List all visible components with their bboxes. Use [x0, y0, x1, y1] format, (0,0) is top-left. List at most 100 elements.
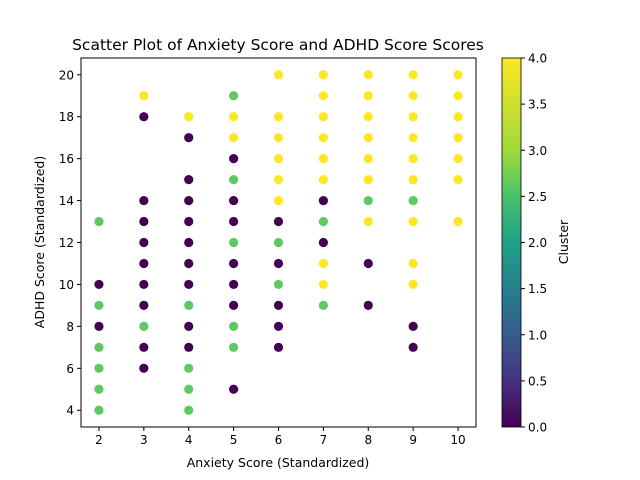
x-tick-label: 4	[185, 433, 193, 447]
scatter-point	[273, 279, 284, 290]
scatter-point	[184, 133, 194, 143]
colorbar-tick-label: 3.5	[528, 98, 547, 112]
scatter-point	[229, 258, 239, 269]
scatter-point	[363, 175, 373, 185]
colorbar-tick-label: 1.5	[528, 282, 547, 296]
scatter-point	[184, 300, 194, 310]
x-tick-label: 8	[364, 433, 372, 447]
colorbar-tick-label: 0.0	[528, 421, 547, 435]
scatter-point	[408, 154, 418, 164]
scatter-point	[453, 91, 463, 101]
scatter-point	[273, 300, 284, 310]
scatter-point	[273, 112, 284, 122]
scatter-point	[94, 321, 104, 331]
scatter-point	[273, 321, 284, 331]
scatter-point	[229, 133, 239, 143]
x-tick-label: 6	[275, 433, 283, 447]
scatter-point	[318, 300, 328, 310]
scatter-point	[408, 91, 418, 101]
scatter-point	[229, 384, 239, 394]
x-tick-label: 2	[95, 433, 103, 447]
scatter-point	[273, 154, 284, 164]
scatter-point	[453, 154, 463, 164]
plot-frame	[80, 57, 477, 428]
scatter-point	[273, 175, 284, 185]
y-tick-label: 6	[66, 362, 74, 376]
scatter-point	[273, 70, 284, 80]
scatter-point	[318, 154, 328, 164]
scatter-point	[318, 258, 328, 269]
scatter-point	[229, 300, 239, 310]
scatter-point	[408, 195, 418, 206]
colorbar-tick-label: 3.0	[528, 144, 547, 158]
scatter-point	[363, 133, 373, 143]
colorbar-tick-label: 4.0	[528, 52, 547, 66]
points-layer	[94, 70, 463, 415]
scatter-point	[139, 363, 149, 373]
scatter-point	[184, 342, 194, 352]
scatter-point	[363, 258, 373, 269]
x-tick-label: 3	[140, 433, 148, 447]
scatter-point	[318, 195, 328, 206]
scatter-point	[229, 91, 239, 101]
y-tick-label: 16	[59, 152, 74, 166]
scatter-point	[318, 175, 328, 185]
y-tick-label: 4	[66, 404, 74, 418]
y-tick-label: 12	[59, 236, 74, 250]
y-axis-label: ADHD Score (Standardized)	[32, 156, 47, 328]
scatter-point	[94, 363, 104, 373]
scatter-point	[273, 216, 284, 227]
y-tick-label: 8	[66, 320, 74, 334]
scatter-point	[139, 300, 149, 310]
y-axis-ticks: 4 6 8 10 12 14 16 18 20	[59, 68, 81, 418]
scatter-point	[139, 279, 149, 290]
scatter-point	[229, 112, 239, 122]
scatter-point	[318, 237, 328, 248]
x-tick-label: 10	[450, 433, 465, 447]
y-tick-label: 10	[59, 278, 74, 292]
colorbar-ticks: 0.0 0.5 1.0 1.5 2.0 2.5 3.0 3.5 4.0	[521, 52, 547, 435]
scatter-point	[453, 112, 463, 122]
scatter-point	[453, 175, 463, 185]
scatter-point	[453, 133, 463, 143]
scatter-point	[273, 237, 284, 248]
scatter-point	[318, 91, 328, 101]
scatter-point	[318, 279, 328, 290]
chart-title: Scatter Plot of Anxiety Score and ADHD S…	[72, 36, 484, 54]
scatter-point	[94, 279, 104, 290]
scatter-point	[229, 279, 239, 290]
scatter-point	[318, 112, 328, 122]
scatter-point	[408, 258, 418, 269]
y-tick-label: 20	[59, 68, 74, 82]
scatter-point	[184, 216, 194, 227]
scatter-point	[184, 384, 194, 394]
scatter-point	[229, 321, 239, 331]
scatter-point	[408, 342, 418, 352]
x-axis-label: Anxiety Score (Standardized)	[187, 455, 370, 470]
scatter-point	[229, 342, 239, 352]
scatter-point	[94, 384, 104, 394]
scatter-point	[273, 258, 284, 269]
scatter-point	[229, 237, 239, 248]
scatter-point	[273, 133, 284, 143]
scatter-point	[408, 70, 418, 80]
scatter-point	[184, 258, 194, 269]
scatter-point	[139, 216, 149, 227]
scatter-point	[184, 112, 194, 122]
scatter-point	[363, 216, 373, 227]
scatter-point	[273, 195, 284, 206]
scatter-point	[318, 70, 328, 80]
scatter-point	[363, 300, 373, 310]
scatter-point	[139, 237, 149, 248]
scatter-point	[184, 175, 194, 185]
colorbar-tick-label: 1.0	[528, 328, 547, 342]
scatter-point	[453, 70, 463, 80]
scatter-point	[363, 195, 373, 206]
scatter-point	[273, 342, 284, 352]
scatter-point	[408, 133, 418, 143]
scatter-point	[408, 216, 418, 227]
scatter-point	[139, 258, 149, 269]
scatter-point	[363, 154, 373, 164]
scatter-point	[363, 112, 373, 122]
